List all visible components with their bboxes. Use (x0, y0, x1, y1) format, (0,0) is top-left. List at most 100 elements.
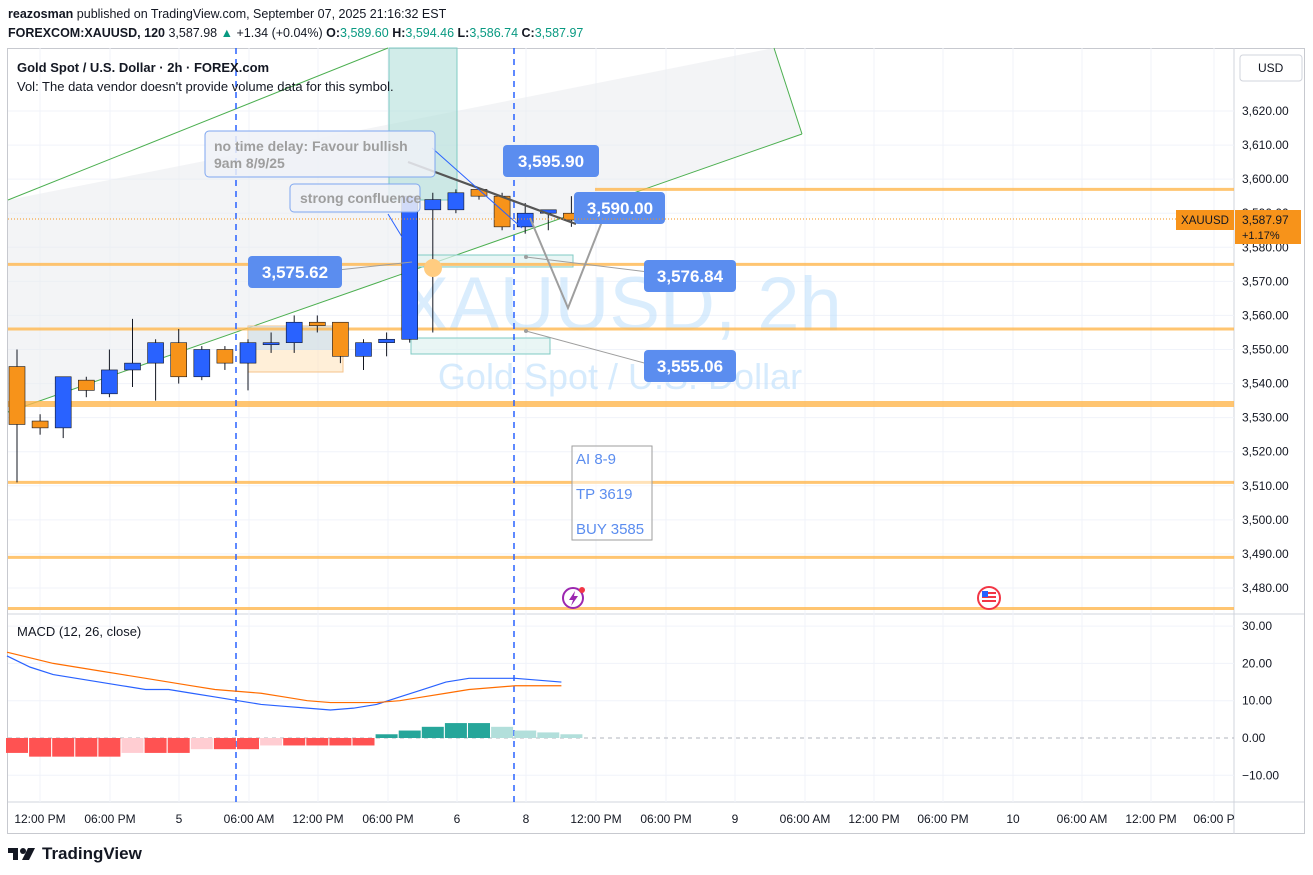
time-axis[interactable]: 12:00 PM 06:00 PM 5 06:00 AM 12:00 PM 06:00 P… (14, 812, 1234, 826)
time-tick-label: 06:00 PM (917, 812, 968, 826)
time-tick-label: 06:00 P (1193, 812, 1234, 826)
macd-histogram-bar (306, 738, 329, 746)
event-us-flag-icon[interactable] (977, 586, 1001, 610)
macd-histogram-bar (329, 738, 352, 746)
price-tick-label: 3,560.00 (1242, 308, 1289, 322)
candle-body (78, 379, 95, 391)
time-tick-label: 12:00 PM (570, 812, 621, 826)
time-tick-label: 12:00 PM (14, 812, 65, 826)
candle-body (216, 349, 234, 364)
tradingview-logo-icon (8, 848, 35, 860)
event-flash-icon[interactable] (562, 587, 585, 609)
time-tick-label: 06:00 AM (224, 812, 275, 826)
note1-line2: 9am 8/9/25 (214, 155, 285, 171)
candle-body (447, 192, 465, 211)
chart-title[interactable]: Gold Spot / U.S. Dollar · 2h · FOREX.com (17, 60, 269, 75)
candle-body (493, 195, 511, 228)
note2-text: strong confluence (300, 190, 422, 206)
price-tick-label: 3,500.00 (1242, 513, 1289, 527)
price-tick-label: 3,540.00 (1242, 377, 1289, 391)
macd-legend[interactable]: MACD (12, 26, close) (17, 624, 141, 639)
anchor-dot-2 (524, 329, 528, 333)
macd-histogram-bar (421, 726, 444, 738)
candle-body (170, 342, 187, 378)
close-value: 3,587.97 (534, 26, 584, 40)
high-label: H: (392, 26, 406, 40)
trade-box[interactable]: AI 8-9 TP 3619 BUY 3585 (571, 445, 653, 541)
price-callout-5[interactable]: 3,555.06 (644, 350, 736, 382)
candle-body (101, 369, 118, 395)
macd-histogram-bar (491, 726, 514, 738)
price-callout-4[interactable]: 3,576.84 (644, 260, 736, 292)
price-tick-label: 3,510.00 (1242, 479, 1289, 493)
macd-histogram-bar (352, 738, 375, 746)
macd-line (6, 655, 562, 711)
price-tick-label: 3,620.00 (1242, 104, 1289, 118)
macd-axis[interactable]: 30.00 20.00 10.00 0.00 −10.00 (1242, 619, 1279, 782)
low-label: L: (457, 26, 470, 40)
price-callout-5-label: 3,555.06 (657, 357, 723, 376)
high-value: 3,594.46 (405, 26, 455, 40)
macd-histogram-bar (237, 738, 259, 750)
macd-histogram-bar (514, 730, 537, 738)
trade-box-line2: TP 3619 (576, 486, 632, 503)
macd-tick-label: 20.00 (1242, 656, 1272, 670)
note-strong-confluence[interactable]: strong confluence (289, 183, 422, 213)
price-tick-label: 3,480.00 (1242, 581, 1289, 595)
price-axis[interactable]: 3,620.003,610.003,600.003,590.003,580.00… (1242, 104, 1289, 595)
price-callout-4-label: 3,576.84 (657, 267, 724, 286)
price-callout-1-label: 3,595.90 (518, 152, 584, 171)
note1-line1: no time delay: Favour bullish (214, 138, 408, 154)
macd-series (6, 651, 583, 757)
drawn-v-mark (529, 195, 613, 311)
signal-line (6, 651, 562, 704)
arrow-line-1 (431, 147, 523, 229)
macd-histogram-bar (560, 734, 583, 738)
note-favour-bullish[interactable]: no time delay: Favour bullish 9am 8/9/25 (204, 130, 436, 178)
watermark-symbol: XAUUSD, 2h (398, 262, 842, 347)
candle-body (424, 199, 442, 211)
last-price-tag-change: +1.17% (1242, 230, 1280, 242)
macd-tick-label: −10.00 (1242, 768, 1279, 782)
ohlc-header: FOREXCOM:XAUUSD, 120 3,587.98 ▲ +1.34 (+… (8, 26, 583, 40)
candle-body (285, 321, 303, 343)
open-label: O: (326, 26, 341, 40)
open-value: 3,589.60 (340, 26, 389, 40)
tradingview-logo[interactable]: TradingView (8, 844, 142, 864)
published-text: published on TradingView.com, September … (73, 7, 447, 21)
macd-histogram-bar (398, 730, 421, 738)
macd-histogram-bar (190, 738, 213, 750)
price-tick-label: 3,610.00 (1242, 138, 1289, 152)
currency-button[interactable] (1239, 54, 1303, 82)
price-callout-1[interactable]: 3,595.90 (503, 145, 599, 177)
macd-histogram-bar (537, 732, 560, 738)
macd-histogram-bar (52, 738, 75, 757)
horizontal-levels (8, 187, 1234, 610)
macd-histogram-bar (29, 738, 52, 757)
channel-upper-line (7, 47, 389, 201)
candle-body (355, 342, 372, 357)
callout-leader-1 (337, 261, 413, 271)
price-tick-label: 3,520.00 (1242, 445, 1289, 459)
macd-tick-label: 30.00 (1242, 619, 1272, 633)
arrow-line-2 (387, 213, 411, 251)
macd-histogram-bar (144, 738, 167, 753)
watermark-name: Gold Spot / U.S. Dollar (438, 356, 802, 397)
time-tick-label: 10 (1006, 812, 1020, 826)
price-callout-2[interactable]: 3,590.00 (574, 192, 665, 224)
close-label: C: (521, 26, 535, 40)
author-name[interactable]: reazosman (8, 7, 74, 21)
publish-header: reazosman published on TradingView.com, … (8, 7, 446, 21)
chart-frame (7, 48, 1305, 834)
time-tick-label: 06:00 PM (362, 812, 413, 826)
drawn-trend-line (407, 160, 577, 226)
symbol-line[interactable]: FOREXCOM:XAUUSD, 120 (8, 26, 165, 40)
candle-body (401, 195, 419, 340)
price-tick-label: 3,570.00 (1242, 274, 1289, 288)
price-callout-3[interactable]: 3,575.62 (248, 256, 342, 288)
candle-body (31, 420, 49, 429)
time-tick-label: 8 (523, 812, 530, 826)
candle-body (262, 342, 280, 345)
macd-histogram-bar (375, 734, 398, 738)
